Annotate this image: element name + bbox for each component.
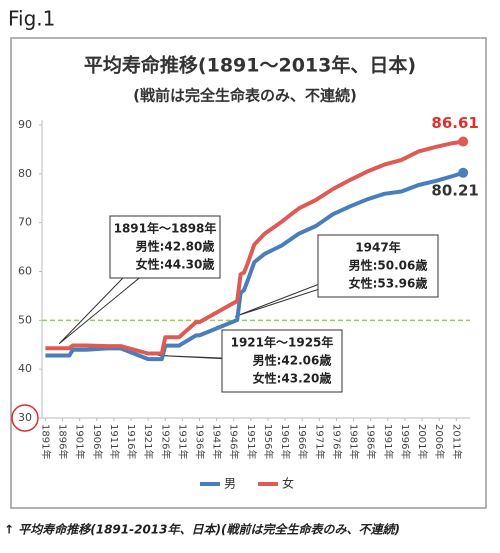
chart-title: 平均寿命推移(1891～2013年、日本) bbox=[84, 54, 416, 77]
x-tick-label: 2001年 bbox=[416, 424, 429, 459]
x-tick-label: 2011年 bbox=[450, 424, 463, 459]
x-tick-label: 1991年 bbox=[382, 424, 395, 459]
x-tick-label: 1946年 bbox=[228, 424, 241, 459]
callout-text: 1891年～1898年 bbox=[114, 221, 217, 236]
x-tick-label: 1916年 bbox=[125, 424, 138, 459]
x-tick-label: 1986年 bbox=[365, 424, 378, 459]
x-tick-label: 1931年 bbox=[176, 424, 189, 459]
x-tick-label: 1981年 bbox=[348, 424, 361, 459]
x-tick-label: 1921年 bbox=[142, 424, 155, 459]
x-tick-label: 1936年 bbox=[194, 424, 207, 459]
callout-text: 1947年 bbox=[355, 240, 400, 255]
x-tick-label: 1966年 bbox=[296, 424, 309, 459]
y-tick-label: 50 bbox=[18, 313, 32, 326]
callout-text: 1921年～1925年 bbox=[231, 335, 334, 350]
end-marker bbox=[458, 136, 469, 147]
x-tick-label: 1896年 bbox=[57, 424, 70, 459]
callout-box bbox=[221, 329, 343, 393]
series-line bbox=[45, 170, 464, 362]
legend-label: 女 bbox=[282, 476, 294, 491]
highlight-circle bbox=[11, 404, 39, 432]
x-tick-label: 1951年 bbox=[245, 424, 258, 459]
y-tick-label: 30 bbox=[18, 411, 32, 424]
callout-text: 女性:53.96歳 bbox=[349, 276, 428, 291]
x-tick-label: 2006年 bbox=[433, 424, 446, 459]
x-tick-label: 1941年 bbox=[211, 424, 224, 459]
end-label: 86.61 bbox=[431, 114, 478, 132]
end-label: 80.21 bbox=[431, 181, 478, 199]
callout-text: 男性:42.06歳 bbox=[253, 353, 332, 368]
legend-label: 男 bbox=[224, 477, 236, 491]
callout-box bbox=[317, 234, 439, 298]
x-tick-label: 1956年 bbox=[262, 424, 275, 459]
end-marker bbox=[458, 167, 469, 178]
series-line bbox=[45, 139, 464, 356]
x-tick-label: 1926年 bbox=[159, 424, 172, 459]
x-tick-label: 1906年 bbox=[91, 424, 104, 459]
x-tick-label: 1996年 bbox=[399, 424, 412, 459]
figure-label: Fig.1 bbox=[8, 7, 55, 31]
callout-text: 男性:42.80歳 bbox=[136, 239, 215, 254]
x-tick-label: 1911年 bbox=[108, 424, 121, 459]
y-tick-label: 70 bbox=[18, 216, 32, 229]
caption: ↑ 平均寿命推移(1891-2013年、日本)(戦前は完全生命表のみ、不連続) bbox=[4, 523, 400, 537]
x-tick-label: 1971年 bbox=[313, 424, 326, 459]
chart-subtitle: (戦前は完全生命表のみ、不連続) bbox=[133, 87, 357, 105]
y-tick-label: 80 bbox=[18, 167, 32, 180]
y-tick-label: 90 bbox=[18, 118, 32, 131]
x-tick-label: 1901年 bbox=[74, 424, 87, 459]
y-tick-label: 40 bbox=[18, 362, 32, 375]
callout-text: 女性:44.30歳 bbox=[136, 257, 215, 272]
x-tick-label: 1891年 bbox=[39, 424, 52, 459]
callout-box bbox=[109, 215, 221, 279]
callout-text: 女性:43.20歳 bbox=[253, 371, 332, 386]
x-tick-label: 1976年 bbox=[330, 424, 343, 459]
x-tick-label: 1961年 bbox=[279, 424, 292, 459]
callout-text: 男性:50.06歳 bbox=[349, 258, 428, 273]
y-tick-label: 60 bbox=[18, 265, 32, 278]
